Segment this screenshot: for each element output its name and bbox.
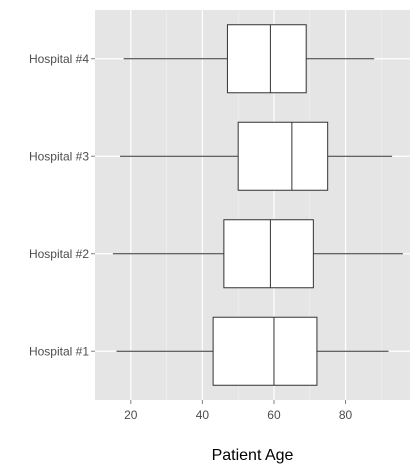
iqr-box bbox=[237, 121, 329, 191]
y-axis-ticks: Hospital #1 Hospital #2 Hospital #3 Hospita… bbox=[29, 52, 95, 358]
box-group bbox=[116, 316, 389, 386]
y-tick-label: Hospital #4 bbox=[29, 52, 89, 66]
x-axis-ticks: 20 40 60 80 bbox=[124, 400, 353, 422]
x-tick-label: 40 bbox=[196, 408, 210, 422]
y-tick-label: Hospital #2 bbox=[29, 247, 89, 261]
iqr-box bbox=[223, 219, 314, 289]
box-group bbox=[120, 121, 393, 191]
iqr-box bbox=[226, 24, 307, 94]
box-group bbox=[123, 24, 375, 94]
box-series bbox=[112, 24, 403, 386]
x-tick-label: 60 bbox=[267, 408, 281, 422]
box-group bbox=[112, 219, 403, 289]
iqr-box bbox=[212, 316, 318, 386]
x-axis-title: Patient Age bbox=[212, 447, 294, 464]
x-tick-label: 80 bbox=[339, 408, 353, 422]
y-tick-label: Hospital #3 bbox=[29, 149, 89, 163]
y-tick-label: Hospital #1 bbox=[29, 344, 89, 358]
x-tick-label: 20 bbox=[124, 408, 138, 422]
